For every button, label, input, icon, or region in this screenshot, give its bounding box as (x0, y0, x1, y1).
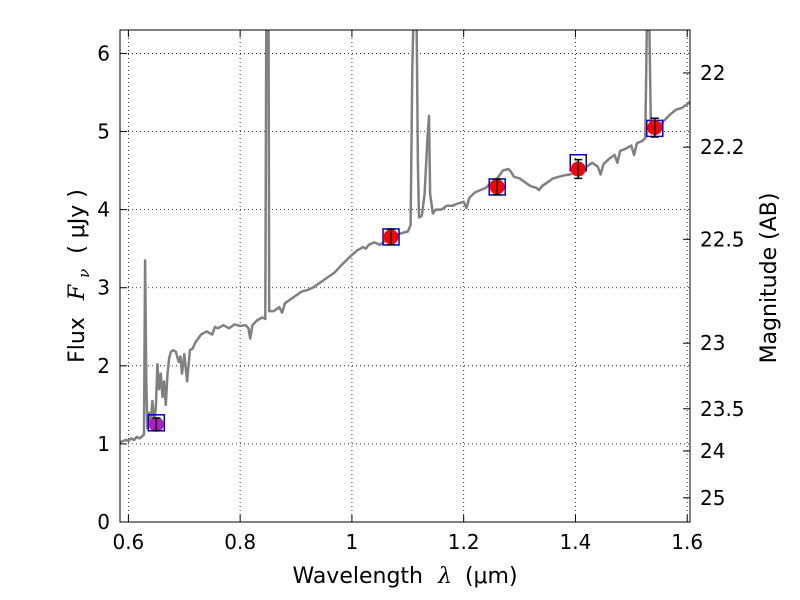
x-tick-label: 1.2 (448, 530, 480, 554)
plot-frame (119, 29, 691, 523)
y-tick-label: 3 (97, 276, 110, 300)
right-tick-label: 22.5 (700, 227, 745, 251)
y-tick-label: 5 (97, 120, 110, 144)
right-axis-label: Magnitude (AB) (757, 193, 782, 364)
axis-ticks (120, 30, 690, 523)
spectrum-line (120, 30, 690, 444)
right-tick-labels: 22 22.2 22.5 23 23.5 24 25 (700, 61, 745, 510)
x-axis-label: Wavelength λ (μm) (292, 564, 517, 589)
right-tick-label: 22.2 (700, 135, 745, 159)
right-tick-label: 22 (700, 61, 725, 85)
observed-points-layer (147, 117, 664, 432)
right-tick-label: 25 (700, 486, 725, 510)
y-tick-labels: 0 1 2 3 4 5 6 (97, 41, 110, 534)
x-tick-label: 1.6 (671, 530, 703, 554)
x-axis-label-unit: (μm) (465, 564, 518, 589)
x-tick-label: 0.8 (224, 530, 256, 554)
y-axis-label-unit: ( μJy ) (65, 189, 90, 254)
y-axis-label: Flux F ν ( μJy ) (65, 189, 95, 363)
right-tick-label: 24 (700, 439, 725, 463)
x-tick-label: 1 (346, 530, 359, 554)
spectrum-layer (120, 30, 690, 444)
x-tick-labels: 0.6 0.8 1 1.2 1.4 1.6 (112, 530, 703, 554)
y-tick-label: 4 (97, 198, 110, 222)
y-axis-label-symbol: F (65, 284, 90, 301)
x-tick-label: 0.6 (112, 530, 144, 554)
y-tick-label: 0 (97, 510, 110, 534)
y-axis-label-subscript: ν (75, 269, 93, 278)
y-tick-label: 2 (97, 354, 110, 378)
y-axis-label-prefix: Flux (65, 317, 90, 363)
x-axis-label-text: Wavelength (292, 564, 423, 589)
right-tick-label: 23 (700, 331, 725, 355)
x-tick-label: 1.4 (560, 530, 592, 554)
right-tick-label: 23.5 (700, 397, 745, 421)
x-axis-label-symbol: λ (437, 564, 452, 589)
plot-area (120, 30, 690, 522)
y-tick-label: 1 (97, 432, 110, 456)
y-tick-label: 6 (97, 41, 110, 65)
